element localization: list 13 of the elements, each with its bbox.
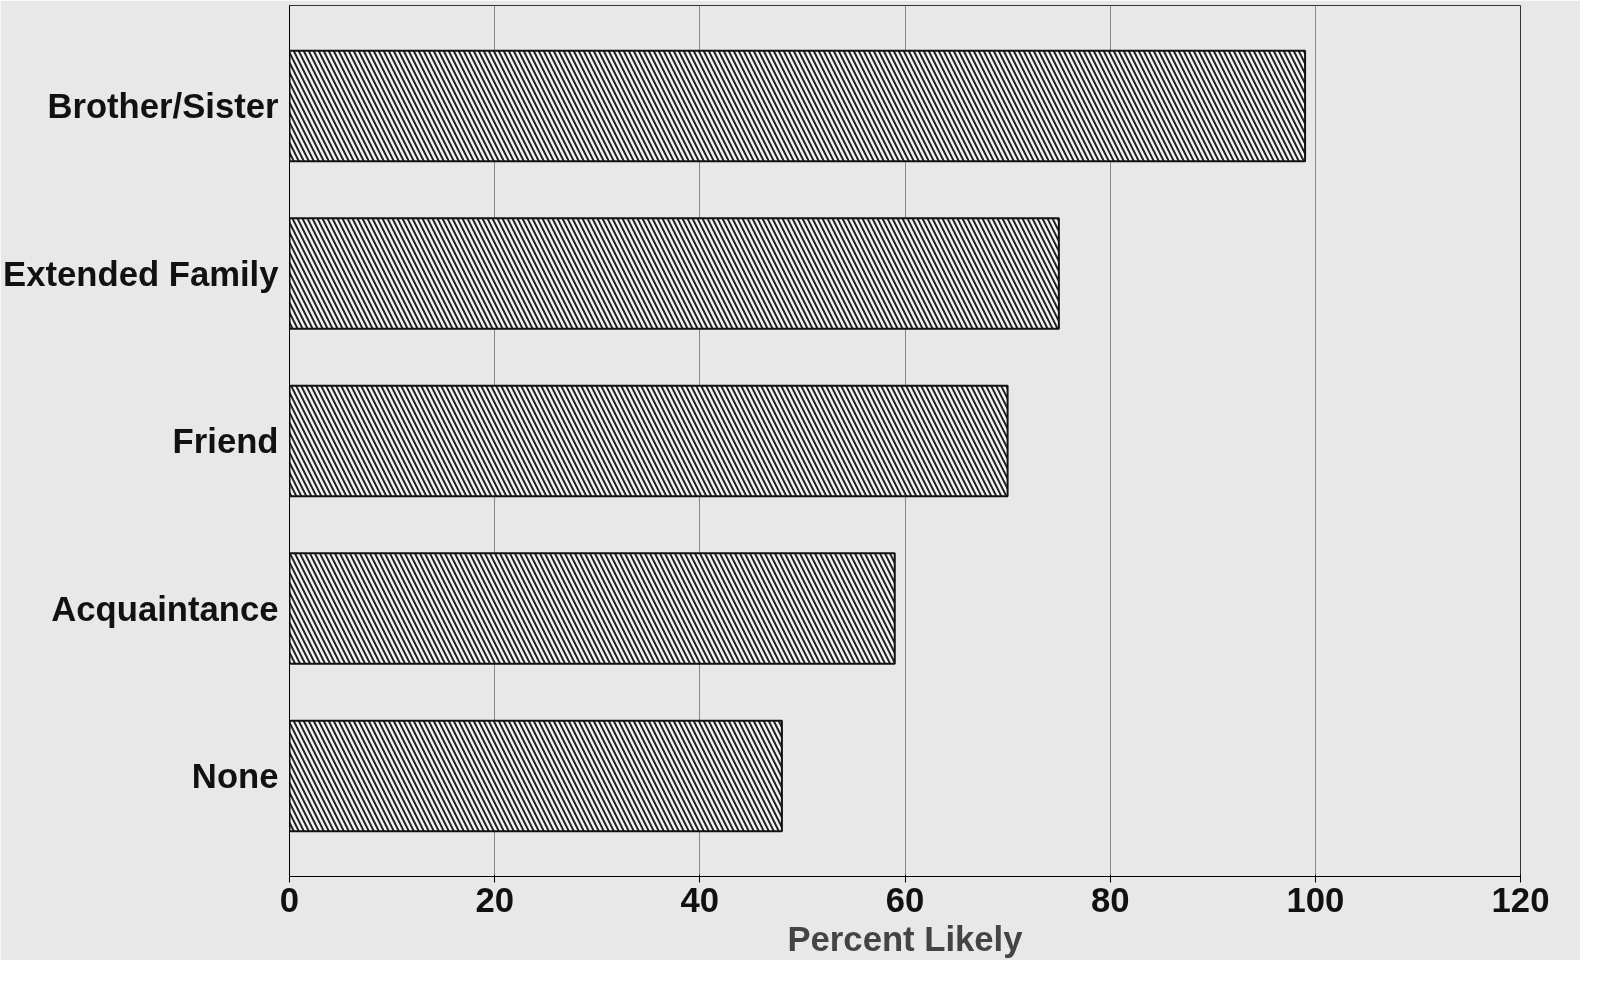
y-tick-label: Brother/Sister: [47, 87, 279, 125]
x-tick-label: 120: [1491, 880, 1550, 919]
y-tick-label: Acquaintance: [51, 589, 279, 628]
y-tick-label: None: [191, 757, 279, 795]
x-tick-label: 40: [680, 880, 720, 919]
y-tick-label: Extended Family: [3, 254, 280, 293]
y-tick-label: Friend: [172, 422, 279, 460]
x-tick-label: 0: [279, 880, 300, 919]
x-tick-label: 100: [1286, 880, 1345, 919]
x-tick-label: 80: [1090, 880, 1130, 919]
x-tick-label: 20: [475, 880, 514, 919]
x-axis-title: Percent Likely: [787, 919, 1024, 958]
x-tick-label: 60: [885, 880, 925, 919]
